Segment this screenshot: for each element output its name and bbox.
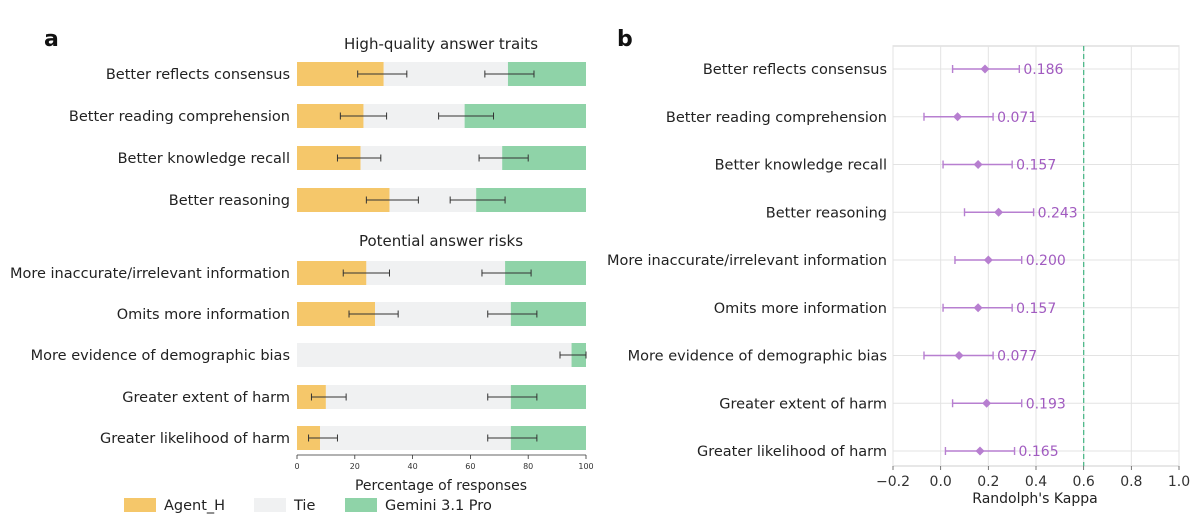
panel-b-value-label: 0.193	[1026, 396, 1066, 412]
panel-b-category-label: Better reasoning	[766, 205, 887, 221]
panel-b-x-tick-label: −0.2	[876, 474, 910, 490]
panel-b-value-label: 0.186	[1023, 62, 1063, 78]
panel-b-value-label: 0.157	[1016, 301, 1056, 317]
panel-a-category-label: Greater extent of harm	[122, 390, 290, 406]
panel-a-category-label: More inaccurate/irrelevant information	[10, 266, 290, 282]
panel-a-category-label: Greater likelihood of harm	[100, 431, 290, 447]
panel-b-value-label: 0.165	[1019, 444, 1059, 460]
panel-a-x-tick-label: 40	[408, 462, 418, 471]
panel-a-bar-tie	[297, 343, 572, 367]
panel-a-x-tick-label: 80	[523, 462, 533, 471]
legend-label-tie: Tie	[293, 498, 315, 514]
panel-b-point-marker	[983, 255, 993, 265]
panel-b-point-marker	[973, 160, 983, 169]
panel-b-category-label: Greater likelihood of harm	[697, 444, 887, 460]
panel-b-point-marker	[954, 351, 964, 360]
legend-swatch-agent-h	[124, 498, 156, 512]
legend-swatch-gemini-3-1-pro	[345, 498, 377, 512]
panel-b-value-label: 0.200	[1026, 253, 1066, 269]
panel-b-category-label: Better knowledge recall	[715, 158, 887, 174]
panel-b-point-marker	[973, 303, 983, 313]
panel-b-x-tick-label: 0.6	[1073, 474, 1095, 490]
panel-b-point-marker	[975, 446, 985, 456]
panel-a-bar-chart: Better reflects consensus Better reading …	[10, 62, 594, 471]
panel-b-x-axis-title: Randolph's Kappa	[972, 491, 1097, 507]
panel-a-category-label: Better reflects consensus	[106, 67, 290, 83]
panel-b-kappa-chart: Better reflects consensus 0.186 Better rea…	[607, 45, 1190, 490]
panel-a-category-label: Omits more information	[117, 307, 290, 323]
panel-a-bar-tie	[325, 385, 511, 409]
panel-a-category-label: Better reading comprehension	[69, 109, 290, 125]
panel-b-category-label: Better reflects consensus	[703, 62, 887, 78]
panel-a-category-label: Better knowledge recall	[118, 151, 290, 167]
legend-label-gemini-3-1-pro: Gemini 3.1 Pro	[385, 498, 492, 514]
panel-a-bar-tie	[320, 426, 511, 450]
panel-b-value-label: 0.071	[997, 110, 1037, 126]
panel-a-x-tick-label: 0	[294, 462, 299, 471]
panel-b-category-label: Better reading comprehension	[666, 110, 887, 126]
legend: Agent_H Tie Gemini 3.1 Pro	[124, 498, 492, 514]
panel-b-letter: b	[617, 27, 633, 52]
panel-b-category-label: More inaccurate/irrelevant information	[607, 253, 887, 269]
panel-a-section-title-traits: High-quality answer traits	[344, 35, 538, 53]
panel-b-point-marker	[994, 207, 1004, 217]
panel-b-category-label: Greater extent of harm	[719, 396, 887, 412]
panel-a-category-label: Better reasoning	[169, 193, 290, 209]
panel-b-category-label: More evidence of demographic bias	[628, 349, 887, 365]
panel-b-point-marker	[982, 398, 992, 408]
panel-b-point-marker	[980, 64, 990, 74]
panel-a-x-tick-label: 20	[350, 462, 360, 471]
panel-b-value-label: 0.077	[997, 349, 1037, 365]
panel-b-point-marker	[953, 112, 963, 122]
panel-a-section-title-risks: Potential answer risks	[359, 232, 523, 250]
panel-a-category-label: More evidence of demographic bias	[31, 348, 290, 364]
panel-b-x-tick-label: 0.8	[1120, 474, 1142, 490]
panel-a-letter: a	[44, 27, 59, 52]
panel-b-value-label: 0.243	[1038, 205, 1078, 221]
legend-label-agent-h: Agent_H	[164, 498, 225, 514]
panel-b-x-tick-label: 1.0	[1168, 474, 1190, 490]
legend-swatch-tie	[254, 498, 286, 512]
panel-b-category-label: Omits more information	[714, 301, 887, 317]
panel-a-x-tick-label: 60	[465, 462, 475, 471]
panel-b-x-tick-label: 0.4	[1025, 474, 1047, 490]
panel-a-x-tick-label: 100	[578, 462, 593, 471]
panel-b-value-label: 0.157	[1016, 158, 1056, 174]
panel-b-x-tick-label: 0.2	[977, 474, 999, 490]
panel-b-x-tick-label: 0.0	[930, 474, 952, 490]
panel-a-x-axis-title: Percentage of responses	[355, 478, 527, 494]
